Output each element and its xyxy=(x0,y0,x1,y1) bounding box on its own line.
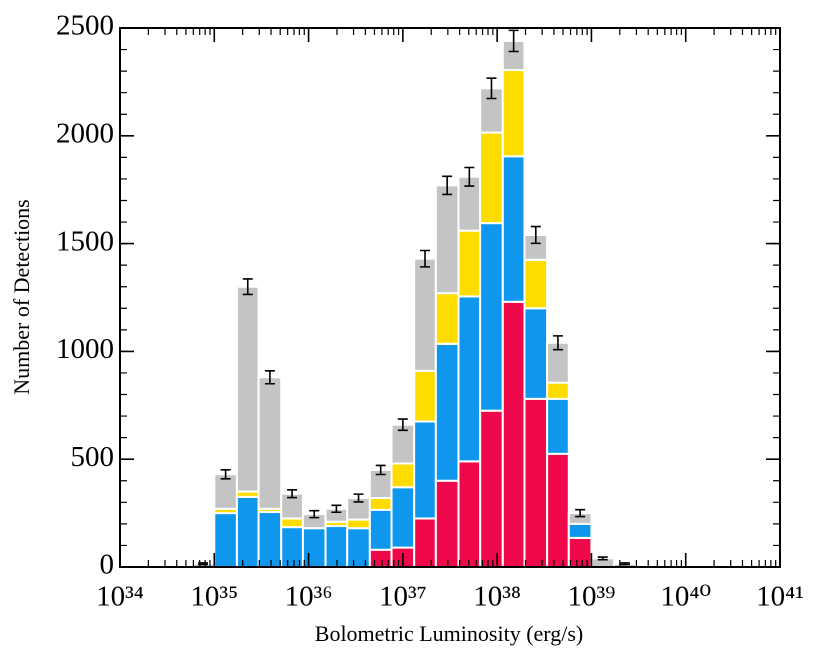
bar-segment xyxy=(523,397,549,568)
error-bar xyxy=(597,556,608,561)
y-tick-label: 500 xyxy=(71,441,115,473)
bar-segment xyxy=(413,257,437,372)
error-bar xyxy=(486,77,497,100)
bar-segment xyxy=(257,376,283,510)
error-bar xyxy=(508,29,519,53)
y-tick-label: 2500 xyxy=(56,10,114,42)
bar-segment xyxy=(213,512,238,568)
bar-segment xyxy=(546,452,570,568)
error-bar xyxy=(420,249,431,268)
error-bar xyxy=(264,370,275,385)
bar-segment xyxy=(457,229,482,298)
bar-segment xyxy=(346,518,371,530)
error-bar xyxy=(287,489,298,499)
y-tick-label: 1000 xyxy=(56,333,114,365)
error-bar xyxy=(397,418,408,432)
bar-segment xyxy=(523,307,549,400)
x-tick-label: 10³⁸ xyxy=(473,581,521,613)
x-axis-label: Bolometric Luminosity (erg/s) xyxy=(315,621,583,646)
y-tick-label: 0 xyxy=(100,549,115,581)
error-bar xyxy=(552,335,563,351)
x-tick-label: 10³⁴ xyxy=(96,581,144,613)
bar-segment xyxy=(257,511,283,568)
x-tick-label: 10³⁶ xyxy=(285,581,333,613)
x-tick-label: 10⁴¹ xyxy=(756,581,804,613)
bar-segment xyxy=(413,517,437,568)
bar-segment xyxy=(434,292,460,345)
error-bar xyxy=(353,493,364,503)
bar-segment xyxy=(501,300,526,568)
y-axis-label: Number of Detections xyxy=(9,199,34,395)
bar-segment xyxy=(390,462,416,489)
error-bar xyxy=(309,509,320,519)
bar-segment xyxy=(457,460,482,568)
bar-segment xyxy=(434,479,460,569)
bar-segment xyxy=(501,69,526,158)
error-bar xyxy=(619,562,630,566)
x-tick-label: 10³⁹ xyxy=(568,581,616,613)
bar-segment xyxy=(235,285,260,493)
bar-segment xyxy=(457,295,482,463)
bar-segment xyxy=(567,522,593,539)
error-bar xyxy=(220,468,231,480)
y-tick-label: 1500 xyxy=(56,225,114,257)
bar-segment xyxy=(301,527,327,569)
bar-segment xyxy=(368,497,393,511)
x-tick-label: 10⁴⁰ xyxy=(660,581,711,613)
error-bar xyxy=(530,225,541,245)
bar-segment xyxy=(434,184,460,295)
bar-segment xyxy=(413,420,437,520)
error-bar xyxy=(375,464,386,476)
bar-segment xyxy=(479,409,504,568)
bar-segment xyxy=(280,517,304,529)
y-tick-label: 2000 xyxy=(56,117,114,149)
bar-segment xyxy=(235,495,260,568)
bar-segment xyxy=(523,258,549,310)
error-bar xyxy=(464,166,475,187)
bar-segment xyxy=(390,486,416,549)
error-bar xyxy=(242,278,253,296)
bar-segment xyxy=(501,155,526,303)
bar-segment xyxy=(434,342,460,482)
bar-segment xyxy=(546,397,570,455)
error-bar xyxy=(331,504,342,514)
x-tick-label: 10³⁷ xyxy=(379,581,427,613)
bar-segment xyxy=(567,536,593,568)
error-bar xyxy=(575,508,586,518)
bar-segment xyxy=(413,369,437,423)
plot-frame xyxy=(119,27,781,568)
bar-segment xyxy=(479,222,504,412)
bar-segment xyxy=(346,527,371,569)
error-bar xyxy=(442,175,453,196)
x-tick-label: 10³⁵ xyxy=(190,581,238,613)
bar-segment xyxy=(368,508,393,551)
bar-segment xyxy=(479,131,504,225)
bar-segment xyxy=(546,381,570,400)
